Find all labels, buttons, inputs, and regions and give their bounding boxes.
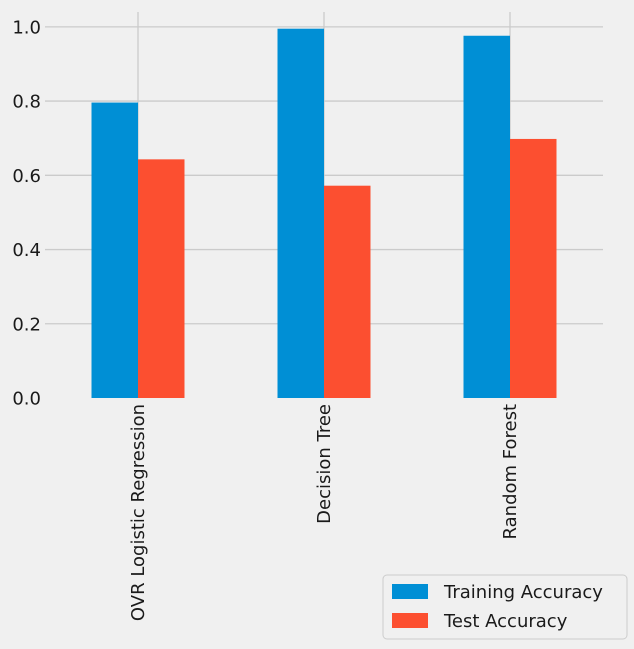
y-tick-label: 0.0 [12,389,41,410]
y-tick-label: 0.2 [12,314,41,335]
bar-test [510,138,557,398]
legend-label-training: Training Accuracy [443,582,603,603]
y-tick-label: 0.8 [12,92,41,113]
x-tick-label: Random Forest [500,404,521,539]
x-tick-label: Decision Tree [314,404,335,524]
bar-training [91,102,138,399]
y-tick-label: 0.4 [12,240,41,261]
x-axis-tick-labels: OVR Logistic Regression Decision Tree Rand… [128,404,521,621]
bar-training [463,35,510,398]
legend-frame [382,574,628,640]
bar-test [324,185,371,398]
legend: Training Accuracy Test Accuracy [382,574,628,640]
bar-test [138,159,185,398]
legend-label-test: Test Accuracy [443,611,568,632]
bar-training [277,28,324,398]
bars [91,28,557,399]
y-tick-label: 1.0 [12,17,41,38]
legend-swatch-training [392,584,428,599]
legend-swatch-test [392,613,428,628]
x-tick-label: OVR Logistic Regression [128,404,149,621]
y-tick-label: 0.6 [12,166,41,187]
y-axis-tick-labels: 0.0 0.2 0.4 0.6 0.8 1.0 [12,17,41,409]
